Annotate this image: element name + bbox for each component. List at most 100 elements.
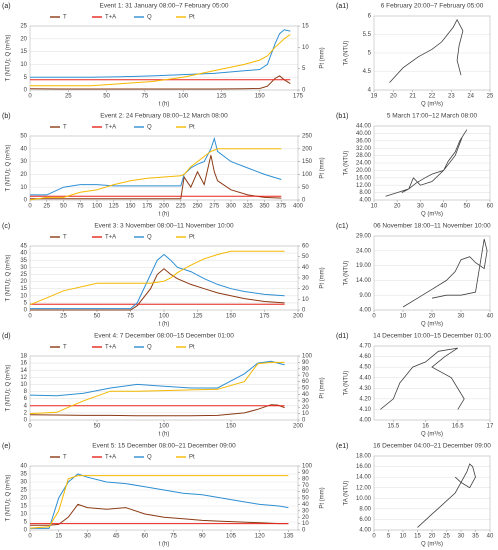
legend-label: T+A <box>105 235 116 241</box>
legend-label: Q <box>147 345 152 351</box>
x-tick-label: 200 <box>293 314 304 320</box>
y2-tick-label: 0 <box>302 528 306 534</box>
x-tick-label: 375 <box>276 204 287 210</box>
x-tick-label: 0 <box>28 204 32 210</box>
y-tick-label: 45 <box>20 244 27 250</box>
plot-frame <box>373 125 491 201</box>
y2-tick-label: 30 <box>302 508 309 514</box>
plot-frame <box>29 25 299 91</box>
x-tick-label: 125 <box>109 204 120 210</box>
y2-tick-label: 70 <box>302 373 309 379</box>
y2-tick-label: 0 <box>302 88 306 94</box>
legend-label: T <box>63 235 67 241</box>
y2-tick-label: 60 <box>302 379 309 385</box>
x-tick-label: 20 <box>429 314 436 320</box>
y-tick-label: 28.00 <box>356 153 372 159</box>
y-tick-label: 50 <box>20 134 27 140</box>
y-tick-label: 19.00 <box>356 263 372 269</box>
y2-tick-label: 10 <box>302 521 309 527</box>
y-tick-label: 10 <box>20 185 27 191</box>
panel-label: (e) <box>2 443 11 450</box>
legend-label: Q <box>147 15 152 21</box>
panel-label: (d) <box>2 333 11 340</box>
y-tick-label: 5 <box>24 520 28 526</box>
x-tick-label: 22 <box>429 94 436 100</box>
y2-tick-label: 40 <box>302 265 309 271</box>
y-tick-label: 36.00 <box>356 138 372 144</box>
y-tick-label: 40 <box>20 251 27 257</box>
y-tick-label: 0 <box>24 308 28 314</box>
x-tick-label: 40 <box>487 534 494 540</box>
x-tick-label: 20 <box>394 204 401 210</box>
y-tick-label: 8.00 <box>359 190 371 196</box>
panel-label: (b) <box>2 113 11 120</box>
panel-label: (a1) <box>336 3 348 10</box>
plot-frame <box>373 345 491 421</box>
x-tick-label: 175 <box>259 314 270 320</box>
y-tick-label: 16 <box>20 361 27 367</box>
x-tick-label: 15.5 <box>387 424 399 430</box>
x-tick-label: 75 <box>77 204 84 210</box>
x-axis-label: Q (m³/s) <box>421 432 443 438</box>
plot-frame <box>29 135 299 201</box>
legend-label: Pt <box>189 235 195 241</box>
y-tick-label: 4.00 <box>359 418 371 424</box>
y-tick-label: 20 <box>20 172 27 178</box>
y-tick-label: 29.00 <box>356 234 372 240</box>
y-tick-label: 20.00 <box>356 168 372 174</box>
y-tick-label: 4.50 <box>359 365 371 371</box>
y-tick-label: 20 <box>20 279 27 285</box>
y2-tick-label: 50 <box>302 496 309 502</box>
x-tick-label: 0 <box>28 314 32 320</box>
y-tick-label: 12.00 <box>356 485 372 491</box>
x-tick-label: 20 <box>390 94 397 100</box>
x-tick-label: 300 <box>226 204 237 210</box>
x-tick-label: 0 <box>28 534 32 540</box>
series-line <box>417 463 476 528</box>
x-axis-label: Q (m³/s) <box>421 102 443 108</box>
x-tick-label: 135 <box>283 534 294 540</box>
y2-tick-label: 40 <box>302 502 309 508</box>
x-tick-label: 16 <box>422 424 429 430</box>
x-tick-label: 200 <box>159 204 170 210</box>
y-tick-label: 32.00 <box>356 146 372 152</box>
y-tick-label: 10 <box>20 62 27 68</box>
x-tick-label: 0 <box>28 94 32 100</box>
x-tick-label: 150 <box>255 94 266 100</box>
y2-tick-label: 30 <box>302 398 309 404</box>
y-tick-label: 16.00 <box>356 175 372 181</box>
chart-title: 06 November 18:00–11 November 10:00 <box>373 223 491 230</box>
x-tick-label: 75 <box>170 534 177 540</box>
y2-tick-label: 80 <box>302 366 309 372</box>
series-line <box>30 268 285 311</box>
x-tick-label: 30 <box>417 204 424 210</box>
x-tick-label: 150 <box>125 204 136 210</box>
y-tick-label: 4 <box>24 403 28 409</box>
y-tick-label: 0 <box>24 418 28 424</box>
chart-title: 16 December 04:00–21 December 09:00 <box>373 443 491 450</box>
y-tick-label: 2 <box>24 410 28 416</box>
x-tick-label: 125 <box>192 314 203 320</box>
x-tick-label: 150 <box>226 314 237 320</box>
y2-tick-label: 5 <box>302 66 306 72</box>
x-tick-label: 100 <box>92 204 103 210</box>
y-tick-label: 6 <box>24 396 28 402</box>
y-tick-label: 20 <box>20 496 27 502</box>
y2-tick-label: 250 <box>302 134 313 140</box>
legend-label: T+A <box>105 125 116 131</box>
x-tick-label: 30 <box>458 314 465 320</box>
x-tick-label: 10 <box>371 204 378 210</box>
x-tick-label: 100 <box>159 424 170 430</box>
y-tick-label: 4.60 <box>359 354 371 360</box>
y2-tick-label: 60 <box>302 489 309 495</box>
y-tick-label: 4.20 <box>359 396 371 402</box>
y-tick-label: 18 <box>20 354 27 360</box>
y-tick-label: 0 <box>24 88 28 94</box>
y2-tick-label: 50 <box>302 254 309 260</box>
y2-tick-label: 50 <box>302 185 309 191</box>
x-tick-label: 0 <box>28 424 32 430</box>
x-axis-label: t (h) <box>159 102 170 108</box>
y2-tick-label: 70 <box>302 483 309 489</box>
y2-tick-label: 20 <box>302 405 309 411</box>
chart-title: Event 2: 24 February 08:00–12 March 08:0… <box>100 113 228 120</box>
